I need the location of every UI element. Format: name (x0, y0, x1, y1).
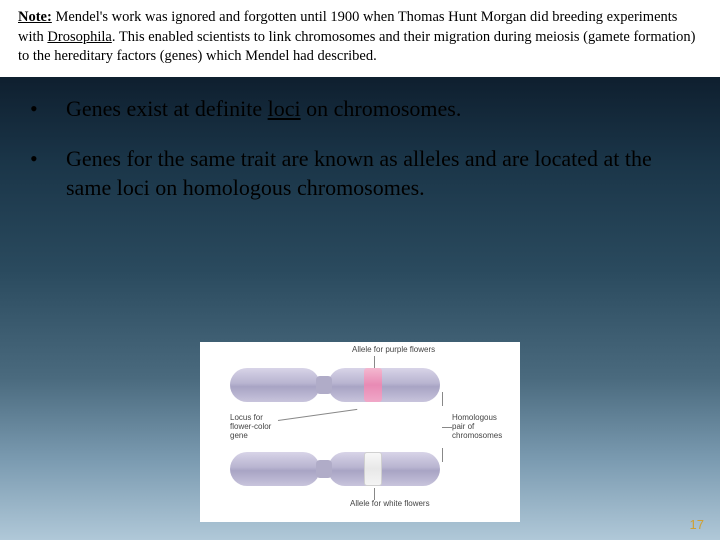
chromosome-figure: Allele for purple flowers Locus for flow… (200, 342, 520, 522)
b1-post: on chromosomes. (301, 96, 462, 121)
bullet-marker: • (30, 95, 66, 124)
label-allele-white: Allele for white flowers (350, 500, 430, 509)
note-box: Note: Mendel's work was ignored and forg… (0, 0, 720, 77)
label-homolog-line: Homologous (452, 413, 497, 422)
leader-line (442, 427, 452, 428)
label-homolog-line: pair of (452, 422, 474, 431)
chromatid-arm (230, 368, 320, 402)
bullet-text: Genes for the same trait are known as al… (66, 145, 690, 202)
leader-line (442, 392, 443, 406)
note-drosophila: Drosophila (47, 29, 111, 45)
leader-line (374, 356, 375, 368)
b1-pre: Genes exist at definite (66, 96, 268, 121)
label-locus-line: Locus for (230, 413, 263, 422)
centromere (316, 460, 332, 478)
centromere (316, 376, 332, 394)
chromosome-bottom (230, 452, 440, 486)
label-allele-purple: Allele for purple flowers (352, 346, 435, 355)
label-locus-line: flower-color (230, 422, 271, 431)
label-locus-line: gene (230, 431, 248, 440)
bullet-list: • Genes exist at definite loci on chromo… (0, 77, 720, 203)
bullet-item: • Genes exist at definite loci on chromo… (30, 95, 690, 124)
chromosome-top (230, 368, 440, 402)
b1-loci: loci (268, 96, 301, 121)
label-homolog-line: chromosomes (452, 431, 502, 440)
chromatid-arm (328, 452, 440, 486)
allele-band-white (364, 452, 382, 486)
note-label: Note: (18, 9, 52, 25)
bullet-item: • Genes for the same trait are known as … (30, 145, 690, 202)
chromatid-arm (328, 368, 440, 402)
bullet-marker: • (30, 145, 66, 202)
label-locus: Locus for flower-color gene (230, 414, 271, 440)
note-text-post: . This enabled scientists to link chromo… (18, 29, 696, 65)
chromatid-arm (230, 452, 320, 486)
label-homologous: Homologous pair of chromosomes (452, 414, 502, 440)
bullet-text: Genes exist at definite loci on chromoso… (66, 95, 461, 124)
leader-line (278, 409, 357, 421)
leader-line (374, 488, 375, 500)
page-number: 17 (690, 517, 704, 532)
leader-line (442, 448, 443, 462)
allele-band-purple (364, 368, 382, 402)
